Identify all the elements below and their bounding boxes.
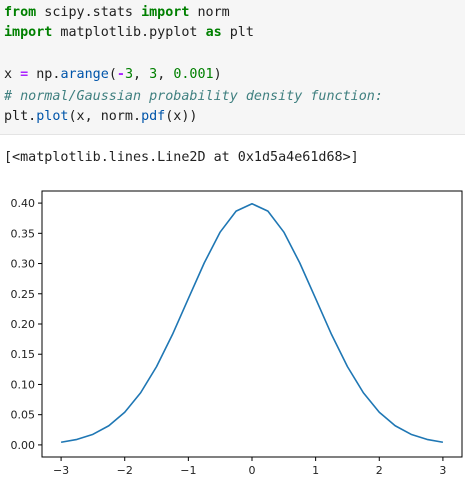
code-cell[interactable]: from scipy.stats import norm import matp… bbox=[0, 0, 465, 135]
function-arange: arange bbox=[60, 67, 109, 82]
import-name: norm bbox=[189, 5, 230, 20]
x-tick-label: −3 bbox=[53, 464, 69, 477]
cell-output-text: [<matplotlib.lines.Line2D at 0x1d5a4e61d… bbox=[4, 150, 359, 165]
number-3b: 3 bbox=[149, 67, 158, 82]
variable-x: x bbox=[4, 67, 21, 82]
object-np: np. bbox=[28, 67, 61, 82]
assign-operator: = bbox=[20, 67, 29, 82]
code-line-2: import matplotlib.pyplot as plt bbox=[4, 24, 254, 42]
keyword-import: import bbox=[141, 5, 190, 20]
x-tick-label: 0 bbox=[249, 464, 256, 477]
alias-name: plt bbox=[221, 25, 254, 40]
x-tick-label: 2 bbox=[376, 464, 383, 477]
y-tick-label: 0.05 bbox=[11, 409, 36, 422]
y-tick-label: 0.30 bbox=[11, 258, 36, 271]
function-plot: plot bbox=[36, 109, 69, 124]
module-name: matplotlib.pyplot bbox=[52, 25, 206, 40]
separator: , bbox=[157, 67, 174, 82]
call-end: (x)) bbox=[165, 109, 198, 124]
keyword-import: import bbox=[4, 25, 53, 40]
y-tick-label: 0.40 bbox=[11, 197, 36, 210]
y-tick-label: 0.20 bbox=[11, 318, 36, 331]
function-pdf: pdf bbox=[141, 109, 166, 124]
y-tick-label: 0.15 bbox=[11, 348, 36, 361]
paren-close: ) bbox=[213, 67, 222, 82]
axes-frame bbox=[41, 190, 463, 458]
x-tick-label: −1 bbox=[180, 464, 196, 477]
series-line bbox=[60, 202, 444, 444]
y-tick-label: 0.25 bbox=[11, 288, 36, 301]
paren-open: ( bbox=[108, 67, 117, 82]
number-step: 0.001 bbox=[173, 67, 214, 82]
number-3: 3 bbox=[124, 67, 133, 82]
object-plt: plt. bbox=[4, 109, 37, 124]
keyword-from: from bbox=[4, 5, 37, 20]
x-tick-label: 1 bbox=[312, 464, 319, 477]
y-tick-label: 0.00 bbox=[11, 439, 36, 452]
plot-output: 0.00 0.05 0.10 0.15 0.20 0.25 0.30 0.35 0.40 −3 −2… bbox=[0, 180, 465, 485]
y-tick-label: 0.10 bbox=[11, 378, 36, 391]
x-tick-label: 3 bbox=[439, 464, 446, 477]
code-comment: # normal/Gaussian probability density fu… bbox=[4, 89, 383, 104]
code-line-4: x = np.arange(-3, 3, 0.001) bbox=[4, 66, 222, 84]
call-args: (x, norm. bbox=[68, 109, 142, 124]
y-tick-label: 0.35 bbox=[11, 227, 36, 240]
code-line-6: plt.plot(x, norm.pdf(x)) bbox=[4, 108, 198, 126]
minus-operator: - bbox=[116, 67, 125, 82]
separator: , bbox=[133, 67, 150, 82]
code-line-1: from scipy.stats import norm bbox=[4, 4, 230, 22]
module-name: scipy.stats bbox=[36, 5, 142, 20]
keyword-as: as bbox=[205, 25, 222, 40]
x-tick-label: −2 bbox=[117, 464, 133, 477]
line-chart: 0.00 0.05 0.10 0.15 0.20 0.25 0.30 0.35 0.40 −3 −2… bbox=[11, 190, 463, 477]
